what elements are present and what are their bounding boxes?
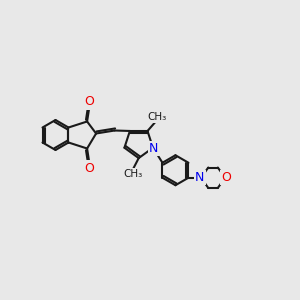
Text: O: O — [85, 161, 94, 175]
Text: N: N — [195, 171, 205, 184]
Text: O: O — [221, 171, 231, 184]
Text: N: N — [149, 142, 158, 155]
Text: CH₃: CH₃ — [124, 169, 143, 179]
Text: O: O — [85, 95, 94, 109]
Text: CH₃: CH₃ — [148, 112, 167, 122]
